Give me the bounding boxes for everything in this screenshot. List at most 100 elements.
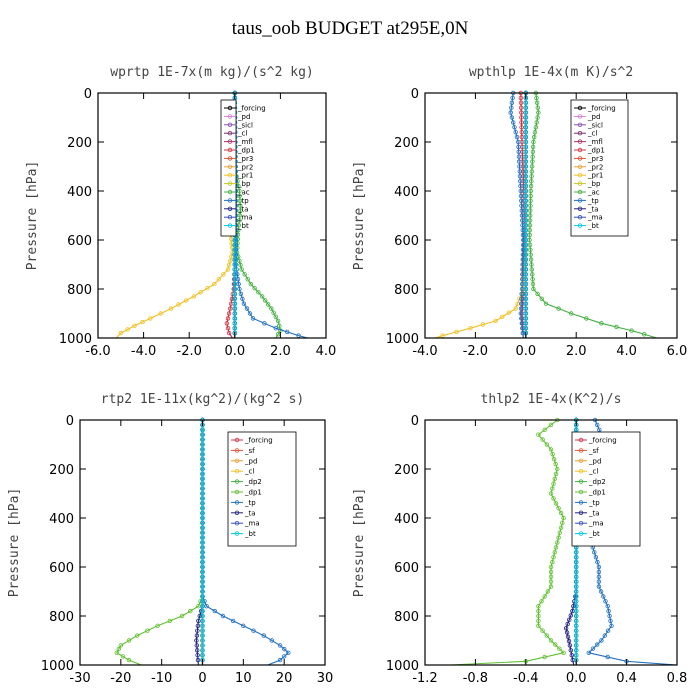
y-tick-label: 600 — [394, 561, 419, 576]
legend-entry: _pd — [575, 457, 601, 465]
legend-entry: _pr3 — [574, 155, 603, 163]
series-marker — [200, 501, 205, 506]
series-marker — [118, 330, 123, 336]
legend-entry: _mfl — [574, 138, 603, 146]
series-marker — [238, 291, 244, 297]
series-marker — [540, 628, 545, 633]
series-marker — [599, 638, 604, 643]
x-tick-label: 2.0 — [270, 344, 291, 359]
legend-entry: _ma — [575, 520, 604, 528]
series-marker — [247, 311, 253, 316]
legend-entry: _forcing — [224, 105, 266, 113]
legend-label: _dp1 — [237, 147, 255, 155]
y-axis-label: Pressure [hPa] — [25, 161, 40, 271]
legend-marker — [227, 139, 233, 144]
series-marker — [200, 457, 205, 462]
series-marker — [200, 584, 205, 589]
series-marker — [523, 174, 528, 179]
legend-entry: _ac — [224, 189, 250, 197]
y-tick-label: 400 — [394, 512, 419, 527]
series-marker — [509, 105, 514, 110]
series-marker — [232, 257, 237, 262]
legend-marker — [234, 500, 240, 505]
series-marker — [509, 100, 515, 105]
series-marker — [550, 559, 555, 565]
series-marker — [518, 95, 524, 101]
series-marker — [286, 650, 291, 655]
legend-label: _mfl — [237, 138, 253, 146]
series-marker — [518, 188, 523, 194]
legend-marker — [227, 223, 233, 228]
series-marker — [480, 322, 486, 327]
legend-label: _ta — [588, 509, 600, 517]
series-marker — [519, 110, 524, 115]
series-marker — [200, 648, 205, 653]
legend-label: _bt — [237, 222, 249, 230]
series-marker — [531, 139, 536, 145]
series-marker — [519, 316, 524, 321]
series-marker — [200, 579, 205, 584]
y-axis-label: Pressure [hPa] — [352, 488, 367, 598]
series-marker — [574, 623, 579, 628]
x-tick-label: -0.8 — [463, 671, 488, 686]
series-marker — [568, 648, 573, 653]
legend-entry: _pr2 — [574, 163, 603, 171]
legend-marker — [227, 172, 233, 178]
legend-marker — [578, 448, 584, 453]
series-marker — [565, 621, 570, 627]
series-marker — [556, 535, 561, 540]
series-line — [116, 420, 204, 666]
series-marker — [558, 525, 564, 530]
series-marker — [506, 310, 512, 315]
legend-entry: _pr1 — [224, 172, 253, 180]
x-tick-label: -10 — [151, 671, 172, 686]
series-marker — [118, 643, 123, 648]
legend-entry: _ta — [575, 509, 600, 517]
series-marker — [523, 213, 528, 218]
series-markers — [527, 90, 647, 337]
series-markers — [523, 90, 528, 336]
series-marker — [516, 144, 521, 150]
legend-label: _bt — [588, 530, 600, 538]
legend-marker — [234, 489, 240, 495]
series-marker — [595, 559, 600, 565]
series-marker — [238, 208, 243, 213]
series-marker — [523, 267, 528, 272]
series-marker — [200, 452, 205, 457]
series-marker — [527, 227, 532, 233]
series-marker — [535, 291, 540, 297]
legend-entry: _pr1 — [574, 172, 603, 180]
series-marker — [530, 144, 536, 150]
series-marker — [528, 203, 533, 208]
legend-marker — [577, 189, 583, 195]
series-marker — [200, 461, 205, 467]
series-marker — [518, 306, 524, 311]
series-marker — [523, 321, 528, 326]
y-tick-label: 800 — [49, 610, 74, 625]
series-marker — [519, 125, 524, 130]
legend-label: _forcing — [587, 105, 616, 113]
legend: _forcing _sf _pd _cl _dp2 _dp1 _tp _ta _ma _bt — [571, 431, 641, 547]
series-marker — [200, 618, 205, 624]
series-marker — [200, 623, 205, 628]
legend-marker — [578, 479, 584, 484]
legend-label: _pd — [587, 113, 600, 121]
x-tick-label: 4.0 — [616, 344, 637, 359]
series-marker — [608, 618, 613, 624]
series-marker — [242, 272, 247, 277]
series-marker — [552, 476, 557, 481]
legend-entry: _bp — [224, 180, 251, 188]
legend-marker — [234, 458, 240, 463]
series-marker — [528, 183, 534, 189]
figure-title: taus_oob BUDGET at295E,0N — [231, 18, 469, 39]
series-marker — [227, 258, 233, 263]
legend-label: _pr2 — [237, 163, 253, 171]
series-marker — [528, 193, 533, 199]
series-line — [450, 419, 565, 666]
series-marker — [245, 277, 250, 282]
legend-label: _sf — [588, 447, 599, 455]
series-marker — [523, 198, 528, 203]
legend-entry: _dp1 — [224, 147, 255, 155]
y-tick-label: 200 — [394, 136, 419, 151]
y-tick-label: 600 — [67, 234, 92, 249]
